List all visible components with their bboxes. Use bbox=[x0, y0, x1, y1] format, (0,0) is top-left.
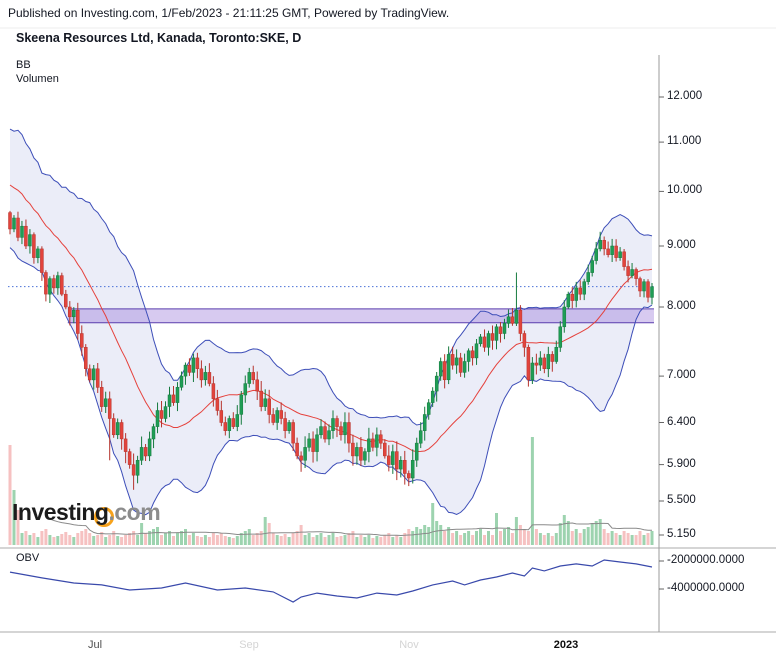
published-line: Published on Investing.com, 1/Feb/2023 -… bbox=[8, 6, 450, 20]
investing-logo: Investing.com bbox=[12, 499, 161, 527]
logo-suffix: .com bbox=[108, 499, 161, 525]
logo-text: Investing bbox=[12, 499, 109, 525]
indicator-legend: BB Volumen bbox=[16, 58, 59, 86]
logo-ring-icon bbox=[94, 507, 114, 527]
symbol-title: Skeena Resources Ltd, Kanada, Toronto:SK… bbox=[16, 31, 302, 45]
legend-volume[interactable]: Volumen bbox=[16, 73, 59, 85]
legend-bb[interactable]: BB bbox=[16, 59, 31, 71]
legend-obv[interactable]: OBV bbox=[16, 552, 40, 564]
